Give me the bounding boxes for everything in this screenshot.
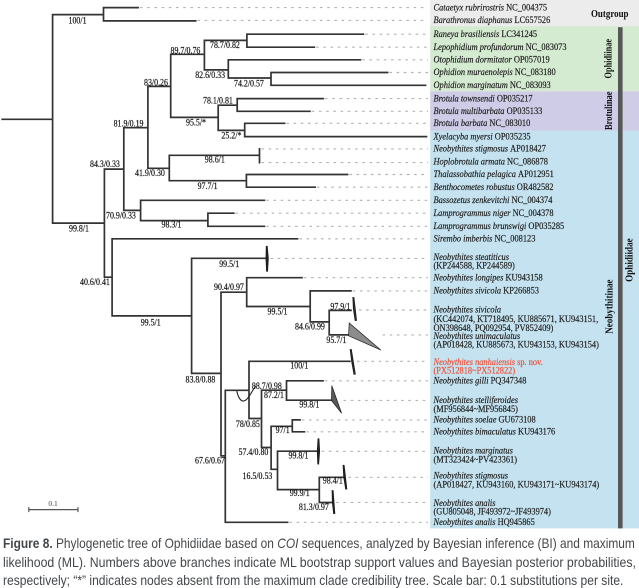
svg-text:Neobythites gilli PQ347348: Neobythites gilli PQ347348 <box>433 375 527 386</box>
svg-text:Cataetyx rubrirostris NC_00437: Cataetyx rubrirostris NC_004375 <box>434 2 548 13</box>
svg-text:Neobythites sivicola KP266853: Neobythites sivicola KP266853 <box>433 285 540 296</box>
svg-text:(PX512818~PX512822): (PX512818~PX512822) <box>434 365 516 376</box>
svg-text:97/1: 97/1 <box>276 424 290 435</box>
svg-text:Ophidion muraenolepis NC_08318: Ophidion muraenolepis NC_083180 <box>434 67 557 78</box>
svg-text:(GU805048, JF493972~JF493974): (GU805048, JF493972~JF493974) <box>434 506 551 517</box>
svg-text:Neobythites bimaculatus KU9431: Neobythites bimaculatus KU943176 <box>433 426 556 437</box>
svg-text:Neobythites soelae GU673108: Neobythites soelae GU673108 <box>433 414 537 425</box>
svg-text:(KC442074, KT718495, KU885671,: (KC442074, KT718495, KU885671, KU943151, <box>434 313 599 324</box>
svg-text:Brotula townsendi OP035217: Brotula townsendi OP035217 <box>434 93 534 104</box>
svg-text:Neobythites marginatus: Neobythites marginatus <box>433 445 514 456</box>
svg-text:78.1/0.81: 78.1/0.81 <box>203 95 233 106</box>
svg-text:81.3/0.97: 81.3/0.97 <box>299 502 330 513</box>
svg-text:98.4/1: 98.4/1 <box>323 475 343 486</box>
svg-text:Otophidium dormitator OP057019: Otophidium dormitator OP057019 <box>434 54 551 65</box>
svg-text:84.6/0.99: 84.6/0.99 <box>295 321 325 332</box>
svg-text:78.7/0.82: 78.7/0.82 <box>210 39 240 50</box>
svg-text:Brotulinae: Brotulinae <box>604 91 615 130</box>
svg-text:57.4/0.80: 57.4/0.80 <box>239 446 269 457</box>
svg-text:99.5/1: 99.5/1 <box>219 258 239 269</box>
svg-text:Xyelacyba myersi OP035235: Xyelacyba myersi OP035235 <box>433 131 531 142</box>
svg-text:ON398648, PQ092954, PV852409): ON398648, PQ092954, PV852409) <box>434 323 554 334</box>
svg-text:84.3/0.33: 84.3/0.33 <box>90 158 120 169</box>
svg-text:Sirembo imberbis NC_008123: Sirembo imberbis NC_008123 <box>434 233 536 244</box>
svg-text:99.8/1: 99.8/1 <box>289 450 309 461</box>
svg-text:Neobythites stelliferoides: Neobythites stelliferoides <box>433 395 519 406</box>
svg-text:16.5/0.53: 16.5/0.53 <box>243 470 273 481</box>
svg-text:99.8/1: 99.8/1 <box>69 223 89 234</box>
svg-text:Neobythites stigmosus: Neobythites stigmosus <box>433 470 509 481</box>
svg-text:70.9/0.33: 70.9/0.33 <box>106 210 136 221</box>
svg-text:Lamprogrammus niger NC_004378: Lamprogrammus niger NC_004378 <box>433 207 554 218</box>
svg-text:83/0.26: 83/0.26 <box>144 77 169 88</box>
svg-text:(MF956844~MF956845): (MF956844~MF956845) <box>434 403 518 414</box>
svg-text:Bassozetus zenkevitchi NC_0043: Bassozetus zenkevitchi NC_004374 <box>434 195 553 206</box>
svg-text:Hoplobrotula armata NC_086878: Hoplobrotula armata NC_086878 <box>433 156 549 167</box>
svg-text:Lepophidium profundorum NC_083: Lepophidium profundorum NC_083073 <box>433 41 567 52</box>
svg-text:41.9/0.30: 41.9/0.30 <box>135 168 165 179</box>
svg-text:99.5/1: 99.5/1 <box>268 306 288 317</box>
svg-text:97.7/1: 97.7/1 <box>198 181 218 192</box>
svg-text:87.2/1: 87.2/1 <box>264 389 284 400</box>
svg-text:Neobythites unimaculatus: Neobythites unimaculatus <box>433 331 521 342</box>
svg-text:Neobythites stigmosus AP018427: Neobythites stigmosus AP018427 <box>433 143 547 154</box>
svg-text:Neobythites analis HQ945865: Neobythites analis HQ945865 <box>433 517 536 528</box>
svg-text:Neobythitinae: Neobythitinae <box>605 279 616 334</box>
svg-text:90.4/0.97: 90.4/0.97 <box>214 281 245 292</box>
svg-text:99.8/1: 99.8/1 <box>299 399 319 410</box>
svg-text:98.6/1: 98.6/1 <box>205 154 225 165</box>
svg-text:88.7/0.98: 88.7/0.98 <box>252 381 282 392</box>
svg-text:Ophidiinae: Ophidiinae <box>604 38 615 78</box>
svg-text:Ophidion marginatum NC_083093: Ophidion marginatum NC_083093 <box>434 80 552 91</box>
svg-text:Brotula barbata NC_083010: Brotula barbata NC_083010 <box>434 118 531 129</box>
svg-text:0.1: 0.1 <box>48 499 58 508</box>
svg-text:Lamprogrammus brunswigi OP0352: Lamprogrammus brunswigi OP035285 <box>433 221 565 232</box>
svg-text:(AP018427, KU943160, KU943171~: (AP018427, KU943160, KU943171~KU943174) <box>434 479 600 490</box>
svg-text:100/1: 100/1 <box>69 15 87 26</box>
svg-text:Thalassobathia pelagica AP0129: Thalassobathia pelagica AP012951 <box>434 169 554 180</box>
svg-text:89.7/0.76: 89.7/0.76 <box>171 45 202 56</box>
svg-text:Neobythites steatiticus: Neobythites steatiticus <box>433 251 510 262</box>
svg-text:Outgroup: Outgroup <box>591 8 629 20</box>
svg-text:(MT323424~PV423361): (MT323424~PV423361) <box>434 454 518 465</box>
svg-text:Ophidiidae: Ophidiidae <box>624 238 635 282</box>
svg-text:95.5/*: 95.5/* <box>186 117 206 128</box>
svg-text:Benthocometes robustus OR48258: Benthocometes robustus OR482582 <box>434 181 554 192</box>
svg-text:78/0.85: 78/0.85 <box>236 418 260 429</box>
svg-text:82.6/0.33: 82.6/0.33 <box>195 69 225 80</box>
svg-text:Barathronus diaphanus LC657526: Barathronus diaphanus LC657526 <box>434 15 551 26</box>
svg-text:100/1: 100/1 <box>290 360 308 371</box>
svg-text:95.7/1: 95.7/1 <box>326 334 346 345</box>
svg-text:Neobythites nanhaiensis sp. no: Neobythites nanhaiensis sp. nov. <box>433 356 543 367</box>
svg-text:67.6/0.67: 67.6/0.67 <box>195 455 226 466</box>
svg-text:Neobythites analis: Neobythites analis <box>433 498 496 509</box>
svg-text:81.9/0.19: 81.9/0.19 <box>114 118 144 129</box>
svg-text:Neobythites sivicola: Neobythites sivicola <box>433 304 502 315</box>
svg-text:Brotula multibarbata OP035133: Brotula multibarbata OP035133 <box>434 106 543 117</box>
svg-text:25.2/*: 25.2/* <box>221 130 241 141</box>
svg-text:Raneya brasiliensis LC341245: Raneya brasiliensis LC341245 <box>433 28 538 39</box>
svg-text:74.2/0.57: 74.2/0.57 <box>234 78 265 89</box>
svg-text:Neobythites longipes KU943158: Neobythites longipes KU943158 <box>433 272 544 283</box>
svg-text:(AP018428, KU885673, KU943153,: (AP018428, KU885673, KU943153, KU943154) <box>434 339 599 350</box>
svg-text:99.9/1: 99.9/1 <box>290 488 310 499</box>
svg-text:83.8/0.88: 83.8/0.88 <box>186 374 216 385</box>
svg-text:(KP244588, KP244589): (KP244588, KP244589) <box>434 260 515 271</box>
svg-text:98.3/1: 98.3/1 <box>162 219 182 230</box>
svg-text:40.6/0.41: 40.6/0.41 <box>80 276 110 287</box>
svg-text:99.5/1: 99.5/1 <box>141 317 161 328</box>
svg-text:97.9/1: 97.9/1 <box>330 301 350 312</box>
